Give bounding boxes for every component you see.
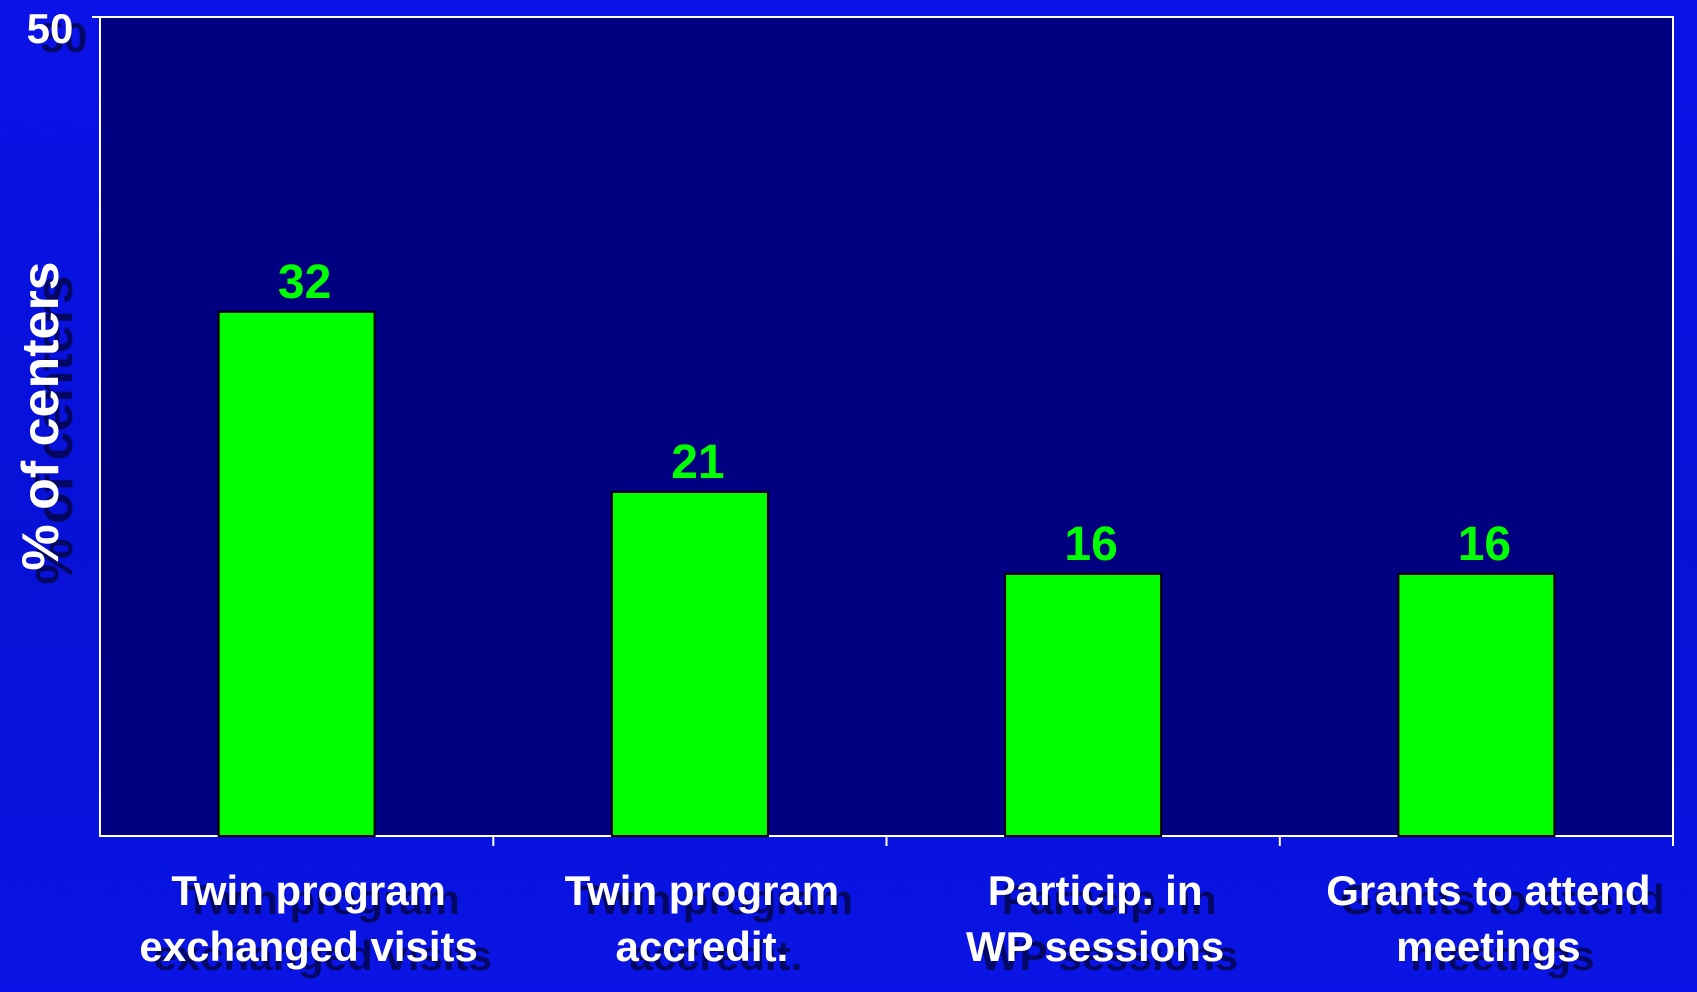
bar-4 xyxy=(1397,572,1556,838)
data-label-1: 32 xyxy=(278,256,331,309)
x-tick-label-3-line-1-shadow: Particip. in xyxy=(1002,876,1217,923)
x-tick-label-2-line-2-group: accredit.accredit. xyxy=(615,923,802,979)
x-tick-label-4-line-1: Grants to attend xyxy=(1326,867,1650,914)
y-tick-label-top-shadow: 50 xyxy=(41,14,88,61)
y-tick-label-top: 50 xyxy=(27,5,74,52)
bar-1 xyxy=(217,310,376,837)
data-label-4: 16 xyxy=(1458,518,1511,571)
y-axis-label-group: % of centers% of centers xyxy=(12,261,84,584)
x-tick-label-1-line-1: Twin program xyxy=(171,867,446,914)
x-tick-label-3-line-2: WP sessions xyxy=(966,923,1224,970)
data-label-3: 16 xyxy=(1064,518,1117,571)
x-tick-label-4-line-2-shadow: meetings xyxy=(1410,932,1594,979)
axes-layer xyxy=(92,16,1674,846)
x-tick-label-2-line-2-shadow: accredit. xyxy=(629,932,802,979)
x-tick-label-1-line-1-shadow: Twin program xyxy=(185,876,460,923)
y-axis-label-shadow: % of centers xyxy=(26,275,84,584)
x-tick-label-1-line-2: exchanged visits xyxy=(139,923,477,970)
x-tick-label-1-line-2-shadow: exchanged visits xyxy=(153,932,491,979)
y-axis-label: % of centers xyxy=(12,261,70,570)
x-tick-label-3-line-2-shadow: WP sessions xyxy=(980,932,1238,979)
bars-layer xyxy=(217,310,1556,838)
x-tick-label-2-line-2: accredit. xyxy=(615,923,788,970)
x-tick-label-3-line-1: Particip. in xyxy=(988,867,1203,914)
x-tick-label-4-line-2: meetings xyxy=(1396,923,1580,970)
x-tick-label-2-line-1: Twin program xyxy=(565,867,840,914)
bar-3 xyxy=(1004,572,1163,838)
bar-2 xyxy=(610,491,769,837)
data-label-2: 21 xyxy=(671,436,724,489)
x-tick-label-4-line-1-shadow: Grants to attend xyxy=(1340,876,1664,923)
x-tick-label-2-line-1-shadow: Twin program xyxy=(579,876,854,923)
data-labels-layer: 32 21 16 16 xyxy=(278,256,1511,571)
